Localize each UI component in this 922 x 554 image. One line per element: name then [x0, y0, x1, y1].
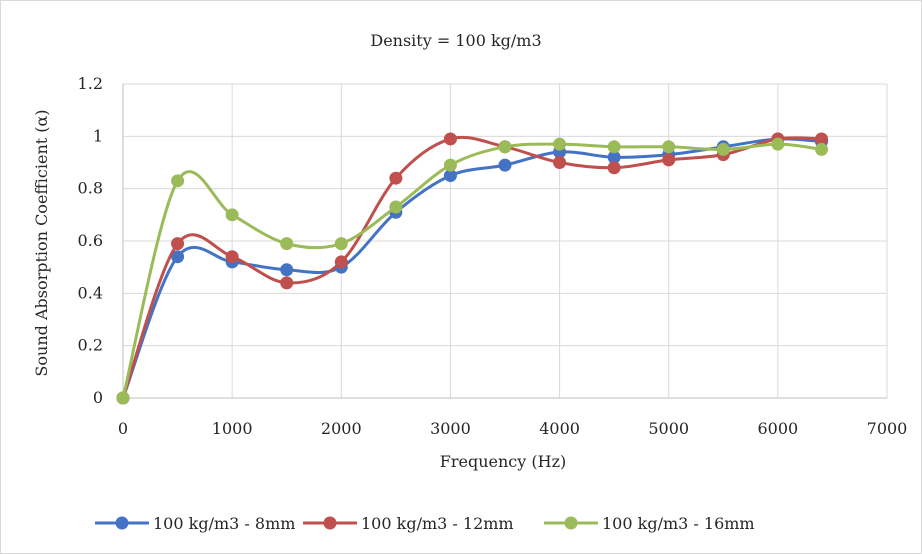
data-point [498, 140, 512, 154]
y-tick-label: 0.8 [78, 179, 103, 198]
legend-label: 100 kg/m3 - 12mm [361, 514, 514, 533]
legend-item: 100 kg/m3 - 8mm [95, 514, 295, 533]
legend-item: 100 kg/m3 - 12mm [303, 514, 514, 533]
data-point [662, 153, 676, 167]
data-point [553, 137, 567, 151]
gridlines [122, 83, 888, 399]
legend-label: 100 kg/m3 - 16mm [602, 514, 755, 533]
data-point [389, 200, 403, 214]
data-point [815, 142, 829, 156]
x-tick-label: 2000 [321, 419, 362, 438]
series-line [121, 137, 824, 400]
data-point [280, 276, 294, 290]
y-tick-label: 1.2 [78, 74, 103, 93]
legend-item: 100 kg/m3 - 16mm [544, 514, 755, 533]
y-axis-title: Sound Absorption Coefficient (α) [32, 109, 51, 376]
data-point [443, 132, 457, 146]
data-point [815, 132, 829, 146]
series-2 [116, 132, 829, 405]
data-point [498, 158, 512, 172]
legend-swatch-marker [564, 516, 578, 530]
data-point [389, 171, 403, 185]
y-tick-label: 0.2 [78, 336, 103, 355]
x-tick-label: 6000 [757, 419, 798, 438]
legend: 100 kg/m3 - 8mm 100 kg/m3 - 12mm 100 kg/m3… [95, 514, 755, 533]
x-tick-label: 0 [118, 419, 128, 438]
chart-title: Density = 100 kg/m3 [370, 31, 541, 50]
data-point [225, 250, 239, 264]
data-point [662, 140, 676, 154]
data-point [607, 140, 621, 154]
data-point [607, 150, 621, 164]
series-3 [116, 137, 829, 405]
series-line [121, 142, 824, 400]
y-tick-label: 1 [93, 126, 103, 145]
y-tick-label: 0.4 [78, 283, 103, 302]
x-axis-title: Frequency (Hz) [440, 452, 567, 471]
data-point [443, 169, 457, 183]
data-point [607, 161, 621, 175]
series-group [116, 132, 829, 405]
series-1 [116, 132, 829, 405]
data-point [280, 237, 294, 251]
data-point [553, 156, 567, 169]
data-point [334, 255, 348, 269]
series-line [121, 135, 824, 400]
x-tick-label: 4000 [539, 419, 580, 438]
data-point [280, 263, 294, 277]
data-point [443, 158, 457, 172]
data-point [171, 174, 185, 188]
legend-label: 100 kg/m3 - 8mm [153, 514, 295, 533]
data-point [116, 391, 130, 405]
x-tick-label: 5000 [648, 419, 689, 438]
y-tick-label: 0.6 [78, 231, 103, 250]
data-point [171, 250, 185, 264]
legend-swatch-marker [323, 516, 337, 530]
x-tick-label: 7000 [867, 419, 908, 438]
data-point [771, 137, 785, 151]
data-point [171, 237, 185, 251]
x-tick-label: 1000 [212, 419, 253, 438]
data-point [716, 142, 730, 156]
data-point [334, 237, 348, 251]
x-tick-label: 3000 [430, 419, 471, 438]
y-axis-ticks: 0 0.2 0.4 0.6 0.8 1 1.2 [78, 74, 103, 407]
y-tick-label: 0 [93, 388, 103, 407]
axes [122, 84, 887, 399]
legend-swatch-marker [115, 516, 129, 530]
x-axis-ticks: 0 1000 2000 3000 4000 5000 6000 7000 [118, 419, 907, 438]
data-point [225, 208, 239, 222]
